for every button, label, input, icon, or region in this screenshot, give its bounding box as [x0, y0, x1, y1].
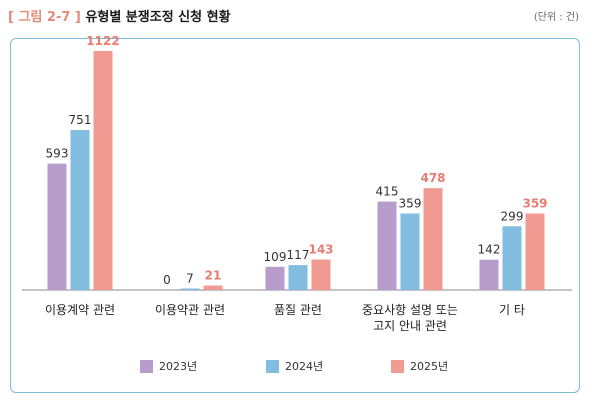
data-label-3-1: 1122	[86, 34, 119, 48]
data-label-1-1: 593	[46, 147, 69, 161]
category-label-4-line-2: 고지 안내 관련	[373, 319, 447, 333]
legend-swatch-2	[266, 359, 279, 373]
header: [ 그림 2-7 ] 유형별 분쟁조정 신청 현황 (단위 : 건)	[8, 6, 585, 26]
legend-item-1: 2023년	[140, 358, 197, 374]
figure-number: [ 그림 2-7 ]	[8, 10, 81, 25]
bar-2-2	[180, 288, 200, 290]
legend-swatch-3	[391, 359, 404, 373]
category-label-4-line-1: 중요사항 설명 또는	[362, 303, 458, 317]
legend: 2023년 2024년 2025년	[0, 358, 593, 376]
data-label-3-5: 359	[522, 197, 547, 211]
data-label-2-2: 7	[186, 272, 194, 286]
bar-1-4	[377, 201, 397, 290]
data-label-3-3: 143	[308, 243, 333, 257]
legend-item-3: 2025년	[391, 358, 448, 374]
data-label-3-2: 21	[205, 269, 222, 283]
data-label-2-4: 359	[399, 197, 422, 211]
figure-title-text: 유형별 분쟁조정 신청 현황	[85, 10, 231, 25]
bar-1-5	[479, 259, 499, 290]
data-label-1-4: 415	[376, 185, 399, 199]
bar-1-1	[47, 163, 67, 290]
category-label-2: 이용약관 관련	[155, 302, 225, 317]
data-label-1-3: 109	[264, 250, 287, 264]
data-label-3-4: 478	[420, 171, 445, 185]
unit-label: (단위 : 건)	[533, 12, 579, 23]
bar-2-1	[70, 130, 90, 290]
bar-3-3	[311, 259, 331, 290]
legend-label-1: 2023년	[159, 360, 198, 373]
bar-1-3	[265, 266, 285, 290]
legend-item-2: 2024년	[266, 358, 323, 374]
bar-2-5	[502, 226, 522, 290]
category-label-5: 기 타	[499, 303, 525, 317]
bar-2-3	[288, 265, 308, 290]
bar-3-4	[423, 188, 443, 290]
data-label-1-2: 0	[163, 273, 171, 287]
data-label-1-5: 142	[478, 243, 501, 257]
bar-3-5	[525, 213, 545, 290]
legend-label-3: 2025년	[410, 360, 449, 373]
legend-label-2: 2024년	[285, 360, 324, 373]
bar-2-4	[400, 213, 420, 290]
figure-title: [ 그림 2-7 ] 유형별 분쟁조정 신청 현황	[8, 6, 231, 25]
data-label-2-5: 299	[501, 209, 524, 223]
data-label-2-1: 751	[69, 113, 92, 127]
category-label-1: 이용계약 관련	[45, 302, 115, 317]
bar-3-1	[93, 50, 113, 291]
data-label-2-3: 117	[287, 248, 310, 262]
legend-swatch-1	[140, 359, 153, 373]
category-label-3: 품질 관련	[274, 303, 322, 317]
bar-3-2	[203, 285, 223, 290]
